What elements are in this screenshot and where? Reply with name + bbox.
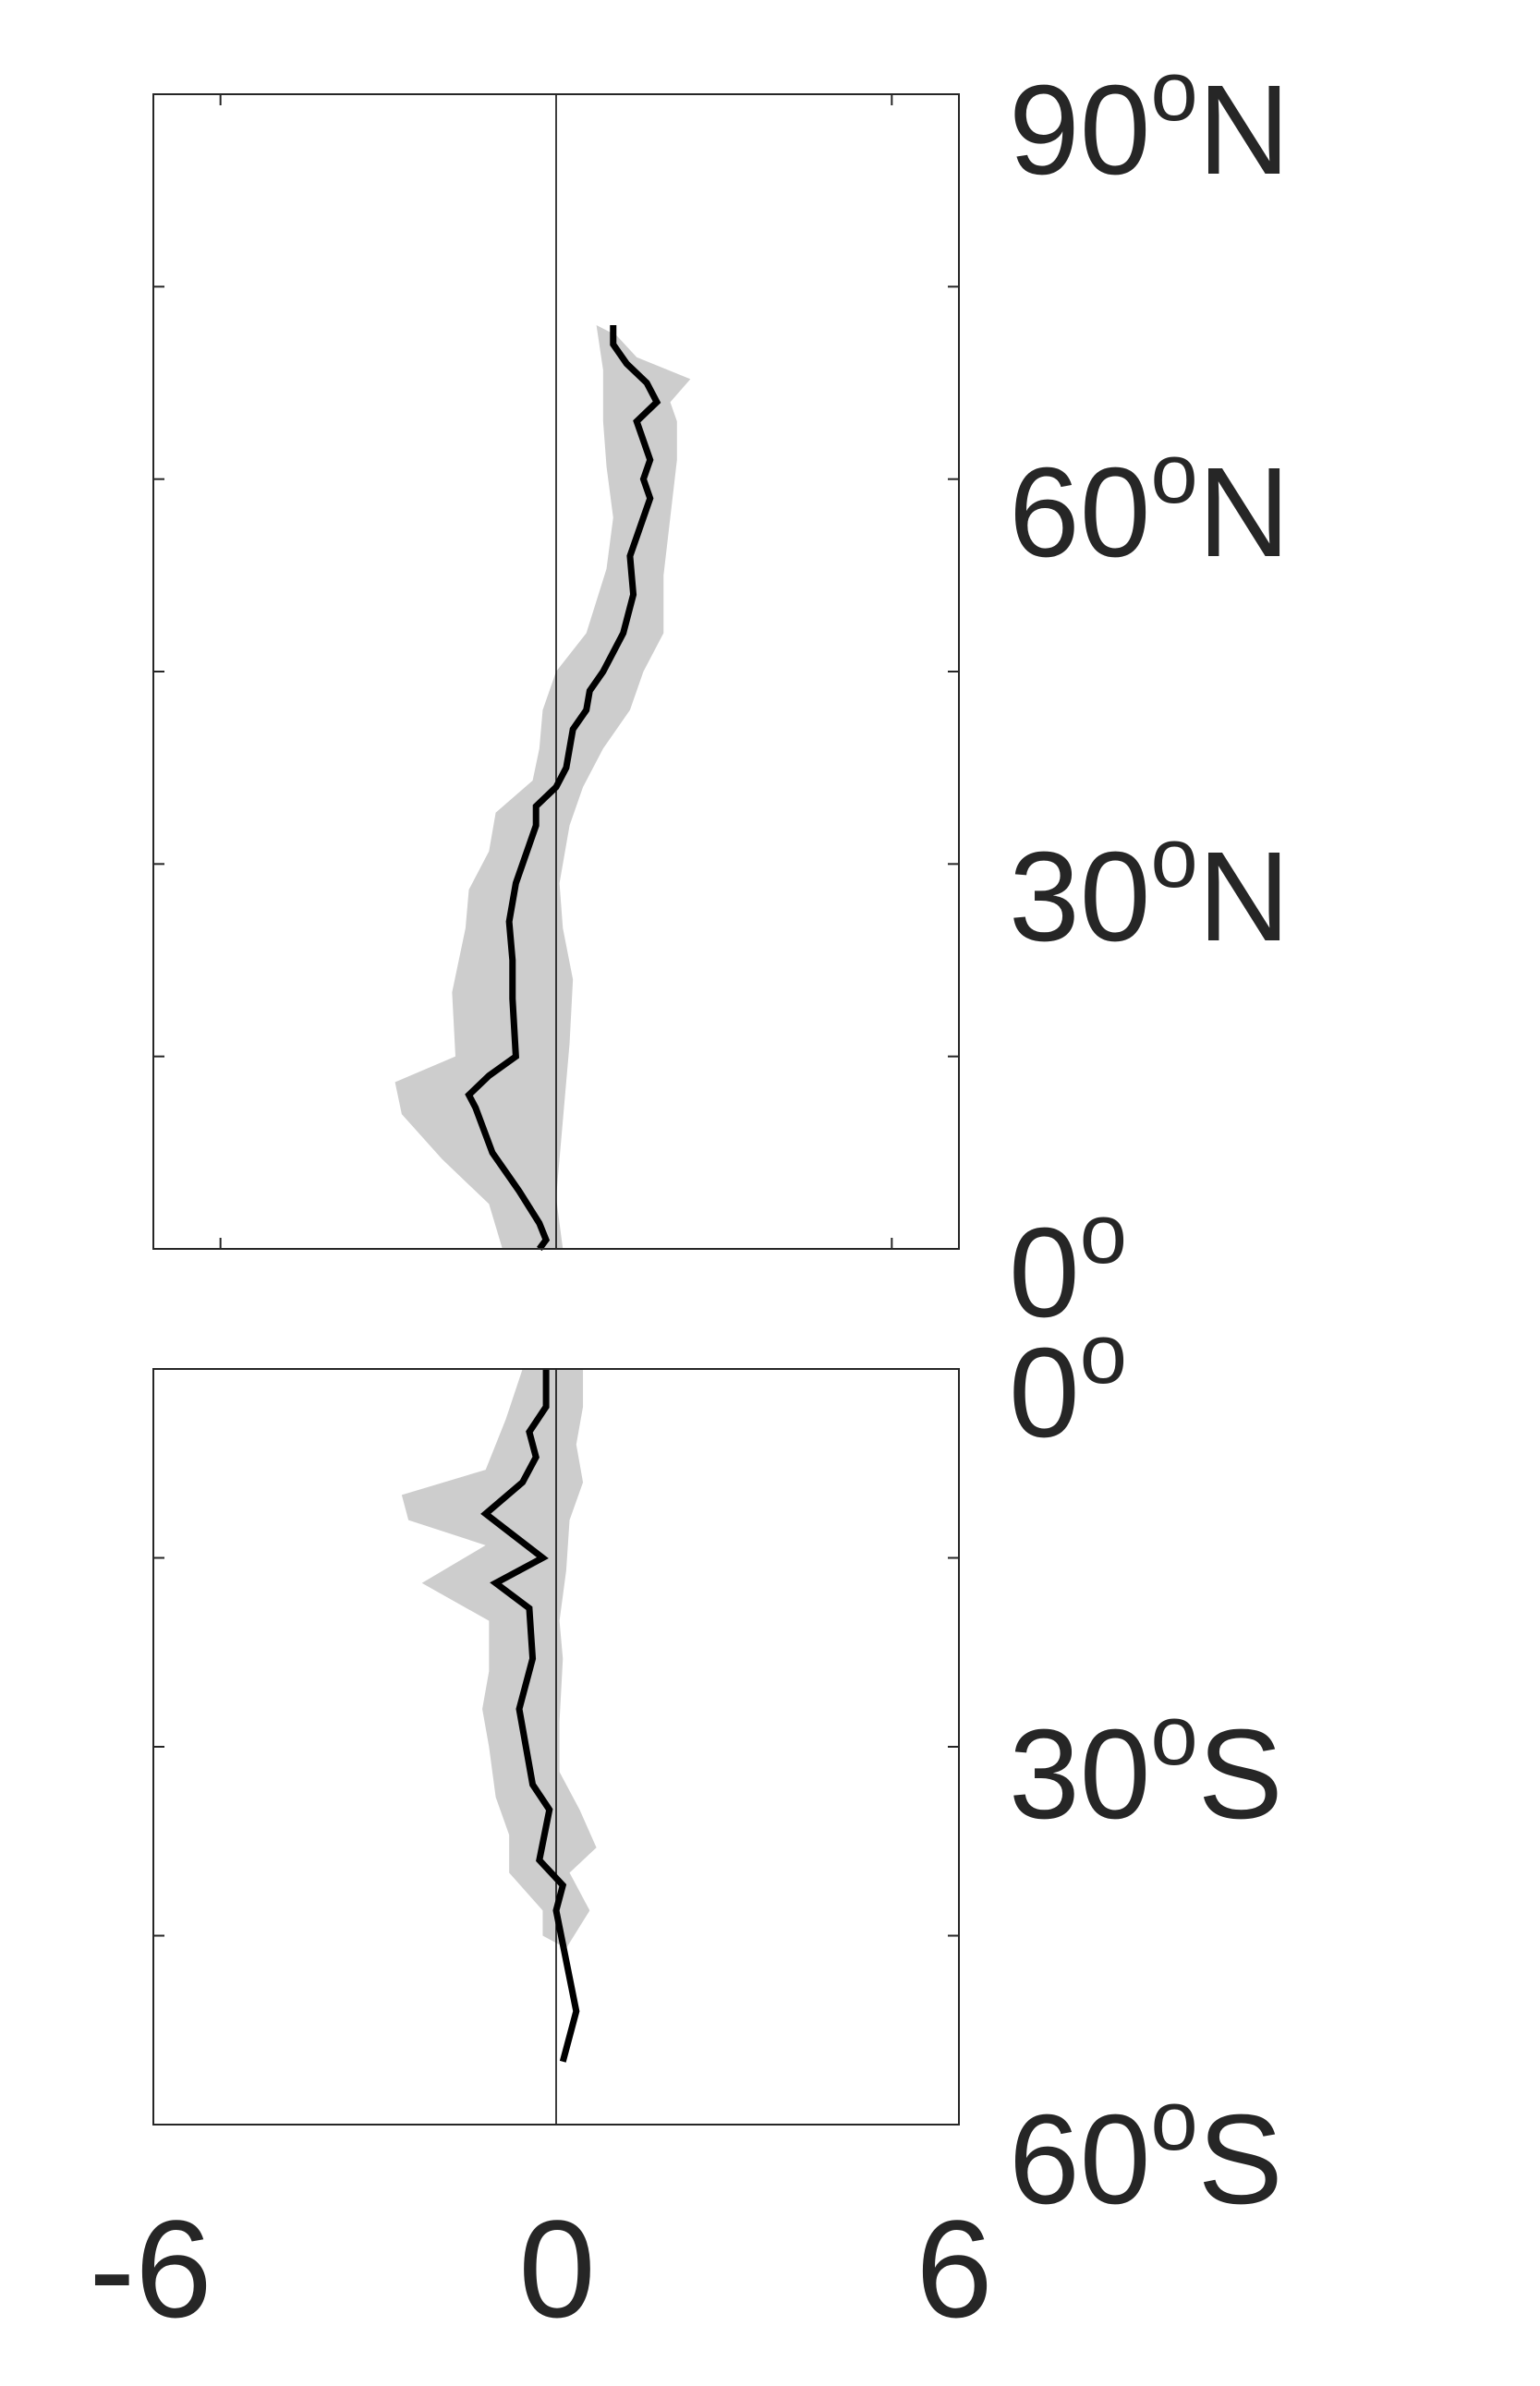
lat-label-60s: 60oS — [1009, 2074, 1283, 2231]
x-tick-label-neg6: -6 — [89, 2191, 212, 2346]
x-tick-label-pos6: 6 — [916, 2191, 992, 2346]
north-panel — [152, 93, 960, 1252]
lat-label-30n: 30oN — [1009, 811, 1290, 968]
north-spread-band-area — [394, 325, 691, 1249]
lat-label-eq-north: 0o — [1009, 1187, 1127, 1344]
north-mean-line-path — [465, 325, 661, 1252]
lat-label-eq-south: 0o — [1009, 1307, 1127, 1464]
south-mean-line — [480, 1369, 580, 2063]
south-mean-line-path — [480, 1369, 580, 2063]
x-tick-label-zero: 0 — [518, 2191, 595, 2346]
south-axis-ticks — [153, 1556, 959, 1937]
lat-label-90n: 90oN — [1009, 44, 1290, 201]
south-panel — [152, 1368, 960, 2126]
north-spread-band — [394, 325, 691, 1249]
north-mean-line — [465, 325, 661, 1252]
lat-label-60n: 60oN — [1009, 427, 1290, 584]
south-axes-frame — [152, 1368, 960, 2126]
north-axis-ticks — [153, 94, 959, 1249]
north-axes-frame — [152, 93, 960, 1250]
south-spread-band-area — [401, 1369, 597, 1949]
south-spread-band — [401, 1369, 597, 1949]
lat-label-30s: 30oS — [1009, 1689, 1283, 1846]
